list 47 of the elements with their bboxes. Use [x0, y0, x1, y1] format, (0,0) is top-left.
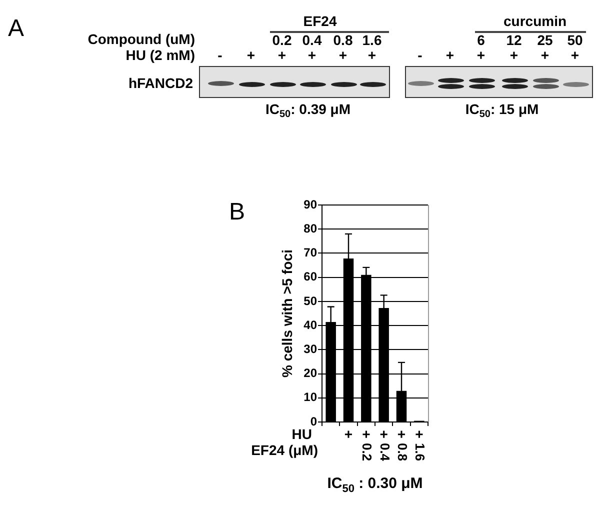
x-tick-label: + 0.4 [377, 426, 392, 462]
text: + [246, 47, 256, 63]
text: + [278, 47, 286, 63]
x-tick-label: + 0.2 [360, 426, 375, 462]
text: A [8, 15, 24, 42]
y-tick-label: 90 [304, 197, 318, 212]
y-tick-label: 40 [304, 318, 318, 332]
text: + [446, 47, 454, 63]
chart-title: B [229, 198, 246, 226]
y-tick-label: 20 [304, 366, 318, 380]
text: 0.2 [272, 32, 292, 48]
text: HU (2 mM) [126, 47, 195, 63]
text: 12 [506, 32, 522, 48]
text: 6 [477, 32, 485, 48]
text: 0.4 [302, 32, 322, 48]
text: HU [292, 426, 312, 442]
text: + [338, 47, 348, 63]
y-tick-label: 50 [304, 294, 318, 308]
text: hFANCD2 [128, 75, 193, 91]
text: IC$_{50}$: 0.39 μM [265, 101, 351, 120]
text: + [476, 47, 486, 63]
text: - [218, 47, 222, 63]
y-tick-label: 80 [304, 221, 318, 236]
text: IC$_{50}$: 15 μM [465, 101, 539, 120]
y-tick-label: 0 [310, 414, 318, 428]
text: EF24 [303, 13, 337, 29]
y-tick-label: 10 [304, 390, 318, 404]
x-tick-label: + [344, 426, 353, 442]
text: + [308, 47, 316, 63]
text: Compound (uM) [88, 31, 195, 47]
y-tick-label: 30 [304, 342, 318, 356]
text: - [418, 47, 422, 63]
y-tick-label: 60 [304, 270, 318, 284]
text: + [540, 47, 550, 63]
text: 0.8 [333, 32, 353, 48]
x-tick-label: + 0.8 [394, 426, 410, 462]
text: 25 [537, 32, 553, 48]
text: 50 [567, 32, 583, 48]
text: + [570, 47, 580, 63]
y-axis-title: % cells with >5 foci [278, 249, 295, 378]
text: curcumin [503, 13, 567, 29]
y-tick-label: 70 [304, 246, 318, 260]
text: + [368, 47, 376, 63]
text: 1.6 [362, 32, 382, 48]
text: EF24 (μM) [251, 442, 318, 458]
text: + [510, 47, 518, 63]
x-tick-label: + 1.6 [412, 426, 428, 462]
